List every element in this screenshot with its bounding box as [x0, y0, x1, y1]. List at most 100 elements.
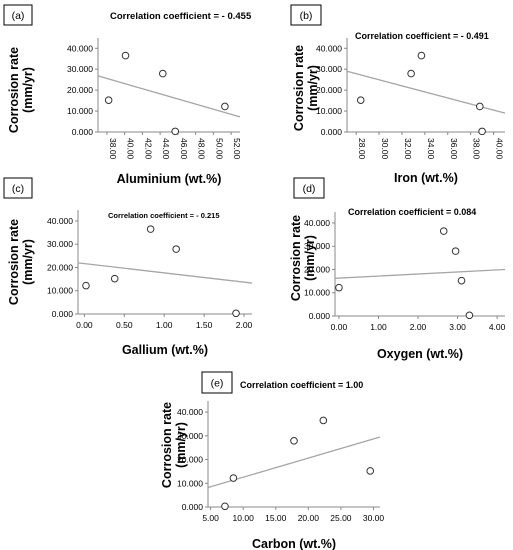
data-point — [439, 227, 448, 235]
data-point — [457, 276, 466, 285]
x-tick-label: 4.00 — [489, 322, 506, 332]
x-tick-label: 1.50 — [196, 320, 213, 330]
data-point — [366, 467, 375, 475]
y-tick-label: 40.000 — [177, 407, 203, 417]
correlation-annotation: Correlation coefficient = - 0.215 — [108, 211, 220, 220]
x-tick-label: 38.00 — [108, 138, 118, 160]
panel-label: (a) — [12, 10, 25, 22]
x-tick-label: 30.00 — [380, 138, 390, 160]
data-point — [221, 502, 229, 511]
y-tick-label: 20.000 — [316, 85, 342, 95]
x-tick-label: 3.00 — [449, 322, 466, 332]
y-tick-label: 40.000 — [316, 43, 342, 53]
x-tick-label: 2.00 — [236, 320, 253, 330]
fit-line — [97, 75, 241, 118]
x-tick-label: 0.00 — [331, 322, 348, 332]
x-tick-label: 40.00 — [495, 138, 505, 160]
y-tick-label: 20.000 — [177, 455, 203, 465]
x-tick-label: 44.00 — [161, 138, 171, 160]
y-tick-label: 20.000 — [47, 262, 73, 272]
x-tick-label: 48.00 — [197, 138, 207, 160]
x-tick-label: 2.00 — [410, 322, 427, 332]
data-point — [451, 247, 460, 255]
y-tick-label: 30.000 — [67, 64, 93, 74]
y-axis-label: Corrosion rate(mm/yr) — [292, 45, 320, 131]
y-tick-label: 40.000 — [47, 216, 73, 226]
y-tick-label: 40.000 — [67, 43, 93, 53]
correlation-annotation: Correlation coefficient = 0.084 — [348, 207, 476, 217]
x-tick-label: 20.00 — [298, 513, 320, 523]
chart-panel-3: (c) Correlation coefficient = - 0.215 0.00… — [3, 177, 253, 357]
y-tick-label: 40.000 — [304, 218, 330, 228]
panel-label-box — [3, 177, 33, 199]
panel-label-box — [201, 371, 233, 394]
x-tick-label: 32.00 — [403, 138, 413, 160]
data-point — [465, 311, 474, 320]
panel-label: (c) — [12, 183, 24, 195]
y-tick-label: 30.000 — [47, 239, 73, 249]
x-tick-label: 25.00 — [330, 513, 352, 523]
y-axis-label: Corrosion rate(mm/yr) — [7, 219, 35, 305]
chart-panel-4: (d) Correlation coefficient = 0.084 0.000 1… — [289, 177, 506, 361]
data-point — [104, 96, 113, 104]
x-axis-label: Aluminium (wt.%) — [117, 172, 222, 186]
x-tick-label: 0.00 — [76, 320, 93, 330]
data-point — [417, 51, 426, 60]
data-point — [229, 474, 238, 482]
panel-label: (e) — [211, 378, 224, 390]
panel-label-box — [3, 4, 33, 26]
y-tick-label: 0.000 — [309, 311, 331, 321]
data-point — [356, 96, 365, 104]
data-point — [232, 309, 240, 318]
data-point — [478, 127, 486, 136]
panel-label: (d) — [303, 183, 316, 195]
data-point — [146, 225, 155, 233]
y-tick-label: 0.000 — [52, 309, 74, 319]
correlation-annotation: Correlation coefficient = - 0.491 — [355, 31, 489, 41]
y-tick-label: 10.000 — [177, 478, 203, 488]
x-tick-label: 0.50 — [116, 320, 133, 330]
correlation-annotation: Correlation coefficient = 1.00 — [240, 380, 363, 390]
x-tick-label: 10.00 — [233, 513, 255, 523]
data-point — [319, 416, 328, 425]
x-tick-label: 34.00 — [426, 138, 436, 160]
y-tick-label: 10.000 — [304, 288, 330, 298]
fit-line — [334, 268, 506, 279]
y-tick-label: 0.000 — [72, 127, 94, 137]
x-axis-label: Oxygen (wt.%) — [377, 347, 463, 361]
y-tick-label: 30.000 — [177, 431, 203, 441]
y-tick-label: 10.000 — [47, 286, 73, 296]
data-point — [407, 69, 415, 78]
y-axis-label: Corrosion rate(mm/yr) — [7, 47, 35, 133]
chart-panel-5: (e) Correlation coefficient = 1.00 0.000 10… — [160, 371, 385, 550]
panel-label-box — [290, 4, 322, 26]
panel-label: (b) — [300, 10, 313, 22]
y-axis-label: Corrosion rate(mm/yr) — [160, 402, 188, 488]
data-point — [110, 274, 119, 283]
x-axis-label: Carbon (wt.%) — [252, 537, 336, 550]
y-tick-label: 10.000 — [67, 106, 93, 116]
data-point — [290, 437, 298, 445]
fit-line — [77, 262, 253, 284]
data-point — [476, 102, 484, 111]
data-point — [82, 281, 90, 290]
x-tick-label: 36.00 — [449, 138, 459, 160]
x-tick-label: 50.00 — [214, 138, 224, 160]
x-tick-label: 46.00 — [179, 138, 189, 160]
y-tick-label: 20.000 — [304, 264, 330, 274]
y-tick-label: 30.000 — [304, 241, 330, 251]
chart-panel-1: (a) Correlation coefficient = - 0.455 0.00… — [3, 4, 252, 186]
y-tick-label: 10.000 — [316, 106, 342, 116]
data-point — [221, 102, 229, 111]
y-tick-label: 20.000 — [67, 85, 93, 95]
x-tick-label: 30.00 — [363, 513, 385, 523]
x-axis-label: Iron (wt.%) — [394, 171, 458, 185]
x-tick-label: 42.00 — [143, 138, 153, 160]
x-tick-label: 28.00 — [357, 138, 367, 160]
x-tick-label: 15.00 — [265, 513, 287, 523]
x-tick-label: 52.00 — [232, 138, 242, 160]
x-tick-label: 40.00 — [126, 138, 136, 160]
x-axis-label: Gallium (wt.%) — [122, 343, 208, 357]
x-tick-label: 5.00 — [202, 513, 219, 523]
